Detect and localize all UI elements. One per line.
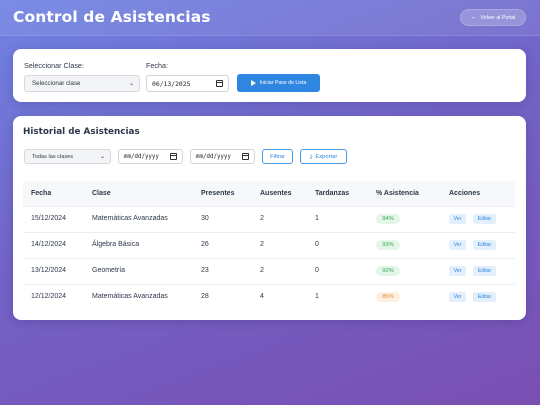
class-select[interactable]: Seleccionar clase ⌄ [24,75,140,92]
cell-presentes: 23 [201,267,209,274]
calendar-icon[interactable] [242,153,249,160]
col-header-tardanzas: Tardanzas [315,190,350,197]
class-filter-select[interactable]: Todas las clases ⌄ [24,149,111,164]
cell-clase: Matemáticas Avanzadas [92,293,168,300]
view-button[interactable]: Ver [449,266,466,276]
cell-tardanzas: 0 [315,267,319,274]
attendance-percent-badge: 93% [376,240,400,250]
edit-button[interactable]: Editar [473,292,496,302]
export-button[interactable]: ⤓ Exportar [300,149,347,164]
attendance-percent-badge: 92% [376,266,400,276]
cell-clase: Geometría [92,267,126,274]
cell-presentes: 28 [201,293,209,300]
edit-button[interactable]: Editar [473,240,496,250]
view-button[interactable]: Ver [449,240,466,250]
date-from-value: mm/dd/yyyy [124,153,159,160]
col-header-fecha: Fecha [31,190,52,197]
play-icon [250,80,256,86]
date-input[interactable]: 06/13/2025 [146,75,229,92]
cell-tardanzas: 1 [315,293,319,300]
table-header [23,181,515,206]
col-header-ausentes: Ausentes [260,190,292,197]
cell-clase: Matemáticas Avanzadas [92,215,168,222]
date-input-value: 06/13/2025 [152,79,191,88]
cell-ausentes: 2 [260,241,264,248]
back-to-portal-label: Volver al Portal [480,14,516,21]
view-button[interactable]: Ver [449,214,466,224]
class-select-value: Seleccionar clase [32,80,81,87]
cell-tardanzas: 1 [315,215,319,222]
cell-tardanzas: 0 [315,241,319,248]
class-filter-value: Todas las clases [32,153,74,160]
col-header-clase: Clase [92,190,111,197]
cell-fecha: 12/12/2024 [31,293,67,300]
cell-ausentes: 2 [260,267,264,274]
date-to-input[interactable]: mm/dd/yyyy [190,149,255,164]
date-from-input[interactable]: mm/dd/yyyy [118,149,183,164]
row-divider [23,232,515,233]
page-title: Control de Asistencias [13,8,211,26]
cell-ausentes: 4 [260,293,264,300]
cell-clase: Álgebra Básica [92,241,140,248]
chevron-down-icon: ⌄ [128,81,134,87]
cell-presentes: 26 [201,241,209,248]
history-title: Historial de Asistencias [23,127,140,137]
calendar-icon[interactable] [170,153,177,160]
row-divider [23,206,515,207]
filter-label: Filtrar [270,153,285,160]
cell-fecha: 15/12/2024 [31,215,67,222]
cell-fecha: 13/12/2024 [31,267,67,274]
calendar-icon[interactable] [216,80,223,87]
col-header-presentes: Presentes [201,190,235,197]
export-label: Exportar [315,153,338,160]
attendance-percent-badge: 85% [376,292,400,302]
start-roll-call-label: Iniciar Pase de Lista [259,80,307,86]
edit-button[interactable]: Editar [473,266,496,276]
filter-button[interactable]: Filtrar [262,149,293,164]
chevron-down-icon: ⌄ [99,154,105,160]
row-divider [23,284,515,285]
top-bar: Control de Asistencias ← Volver al Porta… [0,0,540,36]
col-header-acciones: Acciones [449,190,481,197]
row-divider [23,258,515,259]
start-roll-call-button[interactable]: Iniciar Pase de Lista [237,74,320,92]
date-label: Fecha: [146,61,168,70]
edit-button[interactable]: Editar [473,214,496,224]
view-button[interactable]: Ver [449,292,466,302]
cell-fecha: 14/12/2024 [31,241,67,248]
back-to-portal-button[interactable]: ← Volver al Portal [460,9,526,26]
arrow-left-icon: ← [470,14,478,21]
class-select-label: Seleccionar Clase: [24,61,84,70]
date-to-value: mm/dd/yyyy [196,153,231,160]
col-header-asistencia: % Asistencia [376,190,419,197]
cell-ausentes: 2 [260,215,264,222]
cell-presentes: 30 [201,215,209,222]
attendance-percent-badge: 94% [376,214,400,224]
download-icon: ⤓ [309,153,313,160]
